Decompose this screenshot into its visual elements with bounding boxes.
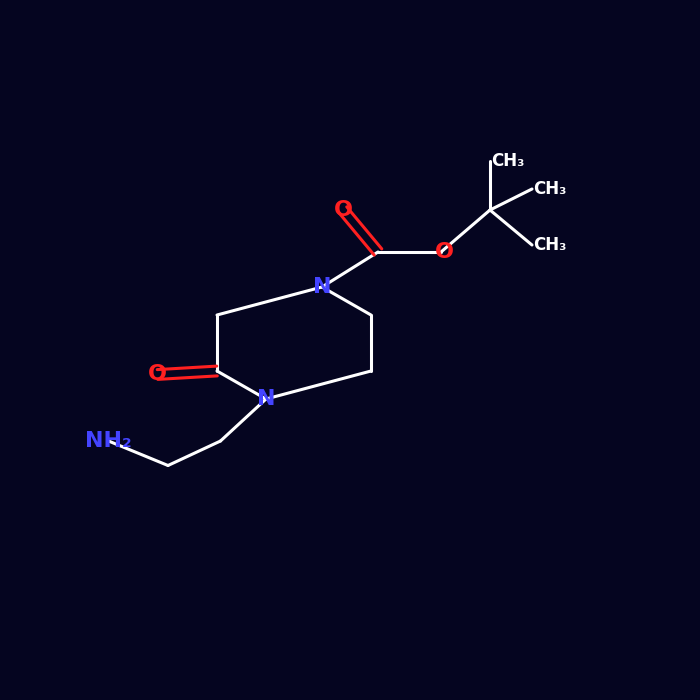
Text: N: N [313,277,331,297]
Text: N: N [257,389,275,409]
Text: CH₃: CH₃ [533,180,566,198]
Text: NH₂: NH₂ [85,431,132,451]
Text: O: O [148,365,167,384]
Text: CH₃: CH₃ [533,236,566,254]
Text: CH₃: CH₃ [491,152,524,170]
Text: O: O [435,242,454,262]
Text: O: O [333,200,353,220]
